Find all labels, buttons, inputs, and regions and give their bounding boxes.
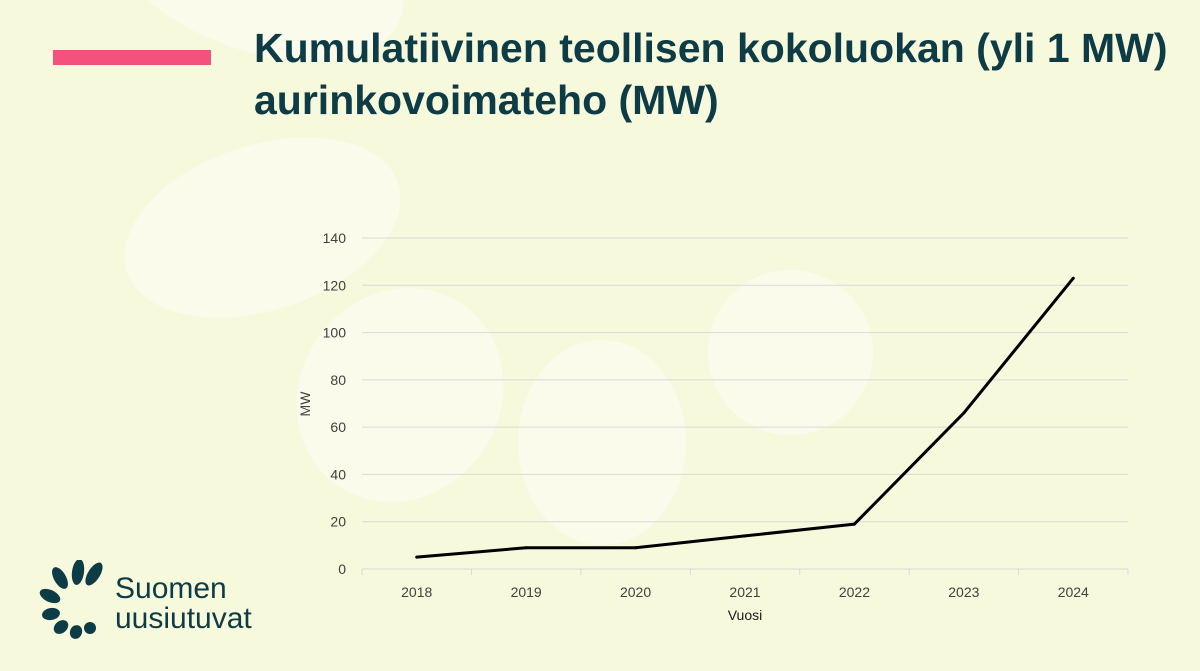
data-point: [962, 411, 966, 415]
logo-line-2: uusiutuvat: [115, 602, 252, 635]
y-tick-label: 60: [330, 419, 346, 435]
y-tick-label: 80: [330, 372, 346, 388]
data-point: [634, 546, 638, 550]
y-tick-label: 40: [330, 466, 346, 482]
x-axis-ticks: 2018 2019 2020 2021 2022 2023 2024: [361, 569, 1129, 600]
data-point: [524, 546, 528, 550]
y-tick-label: 100: [323, 325, 347, 341]
y-tick-label: 120: [323, 277, 347, 293]
data-point: [852, 522, 856, 526]
series-line: [416, 277, 1075, 559]
x-tick-label: 2020: [620, 584, 651, 600]
page-title: Kumulatiivinen teollisen kokoluokan (yli…: [254, 25, 1168, 123]
x-tick-label: 2021: [729, 584, 760, 600]
background-blob: [518, 340, 686, 545]
x-tick-label: 2024: [1058, 584, 1089, 600]
x-tick-label: 2018: [401, 584, 432, 600]
data-point: [743, 534, 747, 538]
data-point: [1071, 276, 1075, 280]
x-tick-label: 2022: [839, 584, 870, 600]
chart-series: [415, 276, 1075, 559]
x-tick-label: 2023: [948, 584, 979, 600]
y-axis-ticks: 0 20 40 60 80 100 120 140: [323, 230, 347, 577]
chart-gridlines: [362, 237, 1128, 570]
x-tick-label: 2019: [511, 584, 542, 600]
y-axis-label: MW: [297, 391, 313, 417]
accent-bar: [53, 50, 211, 65]
y-tick-label: 140: [323, 230, 347, 246]
logo-icon: [39, 560, 103, 639]
logo-line-1: Suomen: [115, 572, 227, 605]
background-blob: [708, 270, 873, 435]
y-tick-label: 0: [338, 561, 346, 577]
data-point: [415, 555, 419, 559]
x-axis-label: Vuosi: [728, 607, 763, 623]
y-tick-label: 20: [330, 514, 346, 530]
logo-text: Suomen uusiutuvat: [115, 574, 252, 634]
